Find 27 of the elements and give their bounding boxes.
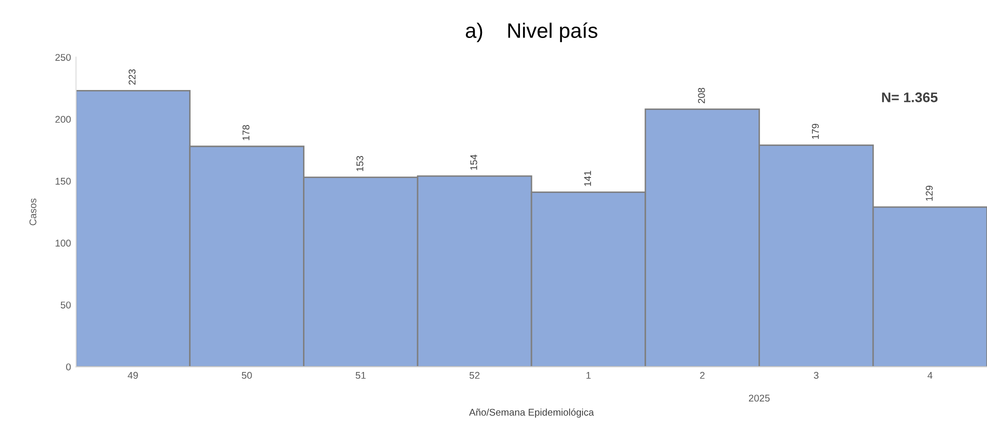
x-tick-label: 51 xyxy=(356,372,366,379)
y-tick-label: 100 xyxy=(56,240,71,247)
data-label: 178 xyxy=(242,125,250,140)
data-label: 223 xyxy=(128,69,136,85)
y-tick-label: 200 xyxy=(55,116,71,123)
y-tick-label: 50 xyxy=(60,302,71,308)
x-tick-label: 50 xyxy=(242,372,252,379)
x-tick-label: 52 xyxy=(470,372,480,379)
y-tick-label: 250 xyxy=(55,54,71,61)
chart-title: a) Nivel país xyxy=(466,22,598,42)
x-tick-label: 3 xyxy=(814,372,818,379)
data-label: 153 xyxy=(356,156,364,172)
data-label: 208 xyxy=(698,88,705,104)
x-tick-label: 1 xyxy=(586,372,591,379)
data-label: 179 xyxy=(812,124,819,139)
x-axis-title: Año/Semana Epidemiológica xyxy=(469,408,594,418)
x-tick-label: 2 xyxy=(700,372,705,379)
y-axis-title: Casos xyxy=(29,198,36,226)
annotation: N= 1.365 xyxy=(882,92,938,102)
text: 2025 xyxy=(748,394,770,402)
data-label: 154 xyxy=(470,154,478,170)
x-tick-label: 49 xyxy=(128,372,138,379)
y-tick-label: 150 xyxy=(56,178,71,185)
x-tick-label: 4 xyxy=(928,372,932,379)
data-label: 141 xyxy=(584,170,591,186)
data-label: 129 xyxy=(926,186,933,201)
y-tick-label: 0 xyxy=(66,363,71,370)
